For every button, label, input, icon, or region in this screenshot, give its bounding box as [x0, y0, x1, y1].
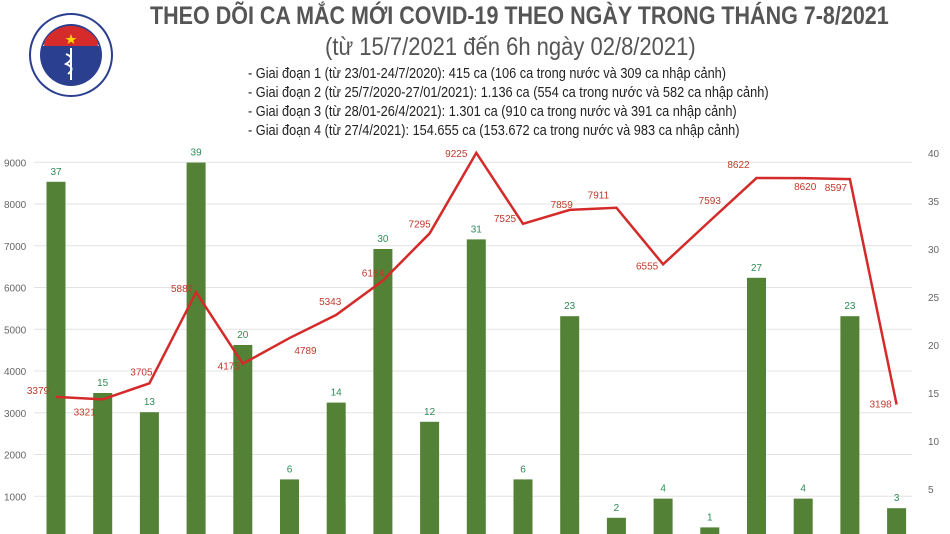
right-axis-tick: 15 — [928, 389, 940, 400]
stage-summary: - Giai đoạn 1 (từ 23/01-24/7/2020): 415 … — [248, 65, 769, 141]
bar — [513, 479, 533, 534]
left-axis-tick: 9000 — [4, 158, 27, 169]
bar — [840, 316, 860, 534]
bar — [747, 277, 766, 534]
chart-title: THEO DÕI CA MẮC MỚI COVID-19 THEO NGÀY T… — [150, 2, 889, 30]
line-value-label: 6164 — [362, 269, 385, 280]
line-value-label: 8622 — [727, 160, 750, 171]
bar-value-label: 31 — [471, 224, 483, 235]
line-value-label: 3379 — [27, 386, 50, 397]
chart-subtitle: (từ 15/7/2021 đến 6h ngày 02/8/2021) — [325, 33, 696, 61]
bar — [793, 498, 813, 534]
bar — [700, 527, 720, 534]
right-axis-tick: 35 — [928, 197, 940, 208]
line-value-label: 3198 — [869, 399, 892, 410]
bar-value-label: 3 — [894, 493, 900, 504]
bar — [420, 421, 440, 534]
left-axis-tick: 5000 — [4, 325, 27, 336]
right-axis-tick: 20 — [928, 341, 940, 352]
bar — [373, 249, 393, 534]
bar-value-label: 4 — [660, 484, 666, 495]
bar — [606, 517, 626, 534]
left-axis-tick: 4000 — [4, 367, 27, 378]
ministry-of-health-logo — [29, 13, 113, 97]
line-value-label: 5343 — [319, 297, 342, 308]
line-value-label: 8597 — [825, 183, 848, 194]
stage-4: - Giai đoạn 4 (từ 27/4/2021): 154.655 ca… — [248, 123, 740, 139]
line-value-label: 8620 — [794, 182, 817, 193]
bar — [326, 402, 346, 534]
bar — [466, 239, 486, 534]
bar-value-label: 6 — [287, 464, 293, 475]
line-value-label: 3705 — [130, 367, 153, 378]
line-value-label: 5887 — [171, 284, 194, 295]
bar — [139, 412, 159, 534]
bar-value-label: 27 — [751, 263, 763, 274]
bar — [186, 162, 206, 534]
line-series — [55, 150, 898, 405]
line-value-label: 3321 — [74, 407, 97, 418]
line-value-label: 6555 — [636, 261, 659, 272]
bar-value-label: 13 — [144, 397, 156, 408]
left-axis-tick: 3000 — [4, 409, 27, 420]
right-axis-tick: 40 — [928, 149, 940, 160]
right-axis-tick: 25 — [928, 293, 940, 304]
bar-value-label: 2 — [614, 503, 620, 514]
bar — [46, 181, 66, 534]
stage-2: - Giai đoạn 2 (từ 25/7/2020-27/01/2021):… — [248, 85, 769, 101]
bar — [653, 498, 673, 534]
bar — [233, 345, 253, 534]
bar-value-label: 23 — [844, 301, 856, 312]
line-value-label: 9225 — [445, 149, 468, 160]
bar-value-label: 15 — [97, 378, 109, 389]
bar-value-label: 6 — [520, 464, 526, 475]
line-value-label: 7859 — [551, 200, 574, 211]
bar — [560, 316, 580, 534]
right-axis-tick: 5 — [928, 485, 934, 496]
bar-value-label: 30 — [377, 234, 389, 245]
bar — [93, 393, 113, 534]
line-value-label: 7295 — [408, 219, 431, 230]
left-axis-tick: 8000 — [4, 200, 27, 211]
bar-value-label: 14 — [331, 388, 343, 399]
right-axis-tick: 10 — [928, 437, 940, 448]
bar-value-label: 23 — [564, 301, 576, 312]
bar — [887, 508, 907, 534]
left-axis-tick: 1000 — [4, 492, 27, 503]
line-value-label: 7593 — [699, 196, 722, 207]
stage-3: - Giai đoạn 3 (từ 28/01-26/4/2021): 1.30… — [248, 104, 737, 120]
left-axis-tick: 7000 — [4, 242, 27, 253]
left-axis-tick: 2000 — [4, 451, 27, 462]
bar-value-label: 1 — [707, 512, 713, 523]
stage-1: - Giai đoạn 1 (từ 23/01-24/7/2020): 415 … — [248, 66, 727, 82]
line-value-label: 4175 — [218, 362, 241, 373]
bar-value-label: 37 — [50, 167, 62, 178]
line-value-label: 7911 — [588, 191, 610, 202]
bar-value-label: 4 — [800, 484, 806, 495]
left-axis-tick: 6000 — [4, 284, 27, 295]
bar-value-label: 12 — [424, 407, 436, 418]
bar — [280, 479, 299, 534]
line-value-label: 4789 — [294, 346, 317, 357]
line-value-label: 7525 — [494, 214, 517, 225]
bar-value-label: 39 — [191, 148, 203, 159]
bar-value-label: 20 — [237, 330, 249, 341]
right-axis-tick: 30 — [928, 245, 940, 256]
